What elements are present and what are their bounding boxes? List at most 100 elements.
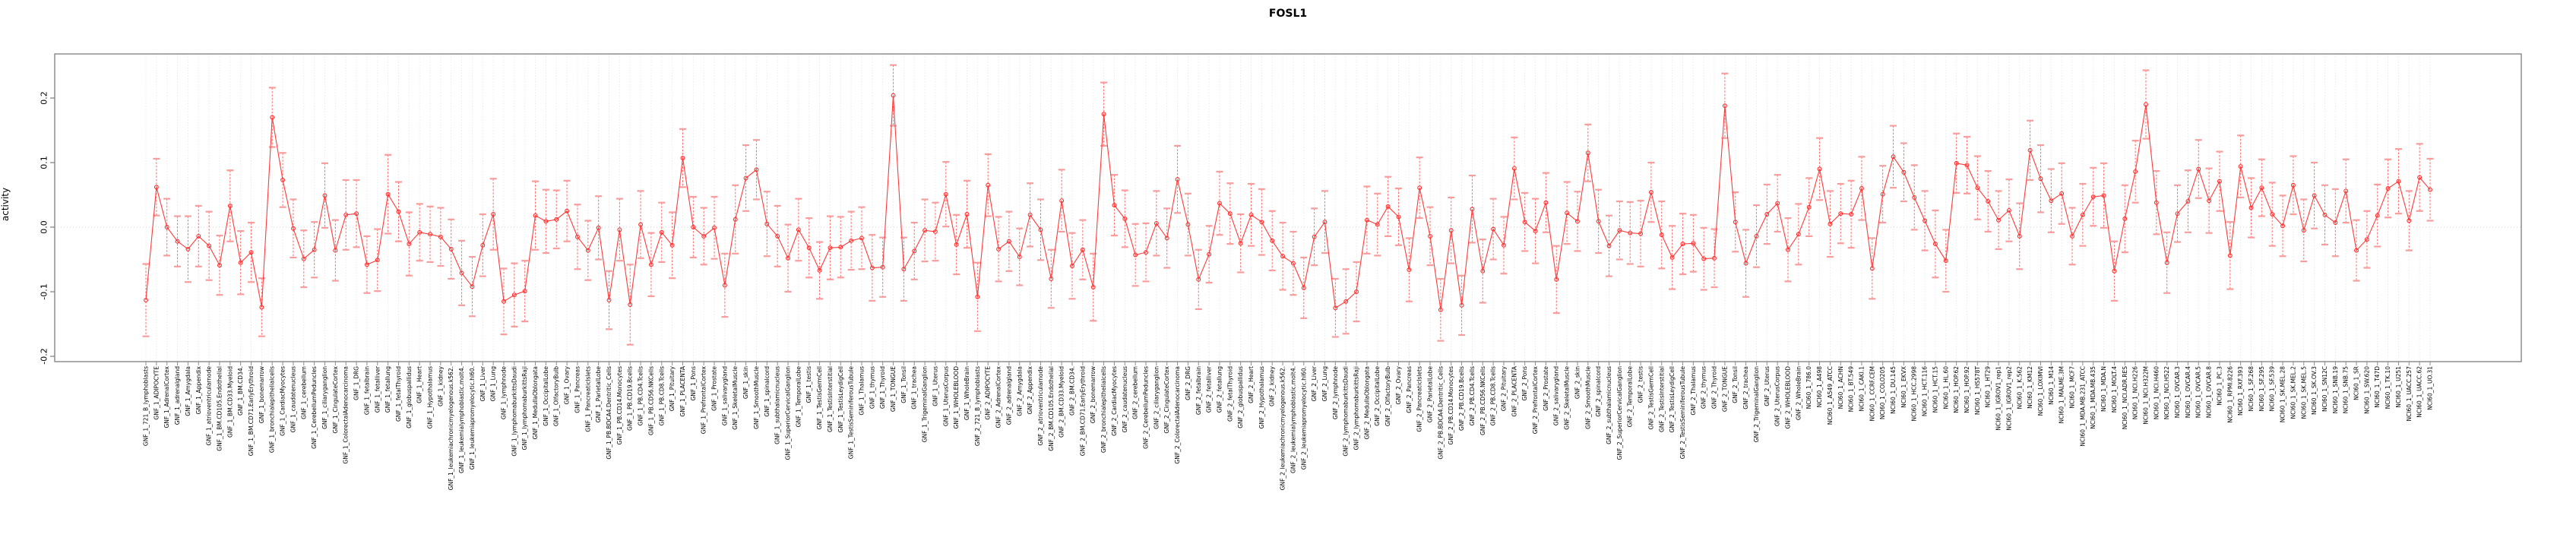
data-point xyxy=(1227,211,1233,217)
x-tick-label: NCI60_1_SNB.19 xyxy=(2332,366,2339,414)
x-tick-label: GNF_2_AdrenalCortex xyxy=(995,365,1002,428)
data-point xyxy=(838,245,843,250)
data-point xyxy=(1027,212,1033,217)
x-tick-label: GNF_2_Heart xyxy=(1248,366,1255,403)
x-tick-label: GNF_2_lymphomaburkittsDaudi xyxy=(1343,366,1350,457)
x-tick-label: NCI60_1_SF.268 xyxy=(2248,366,2255,412)
x-tick-label: NCI60_1_786.0 xyxy=(1805,366,1812,409)
x-tick-label: NCI60_1_NCI.H460 xyxy=(2153,366,2160,420)
x-tick-label: GNF_1_testis xyxy=(805,366,812,403)
data-point xyxy=(1301,285,1306,290)
data-point xyxy=(733,217,738,222)
data-point xyxy=(144,298,148,302)
x-tick-label: GNF_2_ADIPOCYTE xyxy=(985,366,992,420)
data-point xyxy=(375,258,380,263)
x-tick-label: GNF_2_OccipitalLobe xyxy=(1374,366,1381,426)
data-point xyxy=(2164,260,2169,265)
data-point xyxy=(2343,188,2349,194)
data-point xyxy=(1407,267,1412,273)
data-point xyxy=(2101,193,2106,198)
data-point xyxy=(996,246,1002,251)
data-point xyxy=(796,227,801,232)
data-point xyxy=(238,260,243,265)
data-point xyxy=(1628,230,1633,236)
x-tick-label: GNF_2_TrigeminalGanglion xyxy=(1753,366,1760,443)
x-tick-label: GNF_2_SmoothMuscle xyxy=(1584,366,1591,429)
data-point xyxy=(2027,147,2033,153)
x-tick-label: GNF_2_trachea xyxy=(1742,366,1749,409)
data-point xyxy=(1828,221,1833,226)
data-point xyxy=(2090,194,2096,199)
data-point xyxy=(1312,234,1317,239)
x-tick-label: GNF_2_Pituitary xyxy=(1500,365,1507,411)
data-point xyxy=(1396,214,1401,220)
data-point xyxy=(1722,103,1727,109)
data-point xyxy=(1196,277,1201,282)
data-point xyxy=(290,226,296,231)
data-point xyxy=(1017,255,1022,260)
x-tick-label: GNF_2_TemporalLobe xyxy=(1627,366,1634,428)
x-tick-label: GNF_2_TestisGermCell xyxy=(1647,366,1654,429)
data-point xyxy=(407,242,412,247)
x-tick-label: GNF_1_Hypothalamus xyxy=(427,366,434,428)
data-point xyxy=(775,233,780,239)
x-tick-label: GNF_2_Tonsil xyxy=(1732,366,1739,403)
data-point xyxy=(175,239,180,244)
data-point xyxy=(1459,302,1464,308)
x-tick-label: GNF_1_TemporalLobe xyxy=(795,366,802,428)
x-tick-label: GNF_1_Thalamus xyxy=(858,366,865,416)
data-point xyxy=(2248,205,2254,210)
x-tick-label: NCI60_1_U251 xyxy=(2395,366,2402,408)
x-tick-label: NCI60_1_OVCAR.8 xyxy=(2206,366,2213,418)
data-point xyxy=(628,302,633,307)
x-tick-label: NCI60_1_HOP.92 xyxy=(1964,366,1970,413)
x-tick-label: GNF_2_PB.CD4.Tcells xyxy=(1469,366,1476,425)
x-tick-label: GNF_1_lymphomaburkittsDaudi xyxy=(511,366,517,457)
data-point xyxy=(2133,169,2138,174)
x-tick-label: GNF_2_fetalThyroid xyxy=(1226,366,1233,422)
x-tick-label: GNF_1_BM.CD105.Endothelial xyxy=(216,366,223,451)
data-point xyxy=(2059,191,2065,196)
data-point xyxy=(1144,250,1148,255)
x-tick-label: GNF_1_SkeletalMuscle xyxy=(732,366,739,430)
data-point xyxy=(1364,217,1369,223)
data-point xyxy=(754,167,759,172)
data-point xyxy=(1270,238,1275,243)
data-point xyxy=(1522,220,1527,225)
data-point xyxy=(438,234,443,239)
x-tick-label: NCI60_1_MOLT.4 xyxy=(2111,366,2118,413)
x-tick-label: GNF_1_PB.CD4.Tcells xyxy=(638,366,644,425)
y-tick-label: 0.1 xyxy=(40,156,49,169)
data-point xyxy=(1796,232,1801,237)
x-tick-label: GNF_1_ParietalLobe xyxy=(595,366,602,423)
x-tick-label: GNF_2_lymphnode xyxy=(1332,366,1339,419)
data-point xyxy=(1175,177,1180,182)
x-tick-label: GNF_2_UterusCorpus xyxy=(1774,366,1781,426)
x-tick-label: NCI60_1_MDA.MB.435 xyxy=(2090,366,2097,429)
data-point xyxy=(1880,191,1885,197)
data-point xyxy=(638,222,644,227)
x-tick-label: GNF_2_CerebellumPeduncles xyxy=(1142,366,1149,449)
data-point xyxy=(2417,175,2423,180)
x-tick-label: NCI60_1_IGROV1_rep1 xyxy=(1995,366,2002,431)
data-point xyxy=(259,305,264,310)
x-tick-label: NCI60_1_DU.145 xyxy=(1890,366,1897,414)
data-point xyxy=(491,212,496,217)
x-tick-label: NCI60_1_RPMI.8226 xyxy=(2226,366,2233,423)
data-point xyxy=(849,238,854,243)
data-point xyxy=(1733,220,1738,225)
data-point xyxy=(1417,185,1422,191)
x-tick-label: NCI60_1_SNB.75 xyxy=(2343,366,2350,414)
x-tick-label: NCI60_1_LOXIMVI xyxy=(2037,366,2044,416)
x-tick-label: GNF_2_BM.CD33.Myeloid xyxy=(1059,366,1065,438)
x-tick-label: GNF_1_OccipitalLobe xyxy=(543,366,549,426)
x-tick-label: NCI60_1_MDA.N xyxy=(2100,366,2107,412)
x-tick-label: NCI60_1_MALME.3M xyxy=(2059,366,2065,424)
data-point xyxy=(1838,211,1843,217)
data-point xyxy=(1596,219,1601,224)
x-tick-label: GNF_1_PB.CD19.Bcells xyxy=(627,366,634,431)
data-point xyxy=(828,245,833,251)
x-tick-label: NCI60_1_MDA.MB.231_ATCC xyxy=(2079,366,2086,447)
data-point xyxy=(1975,185,1980,191)
x-tick-label: NCI60_1_TK.10 xyxy=(2385,366,2391,409)
